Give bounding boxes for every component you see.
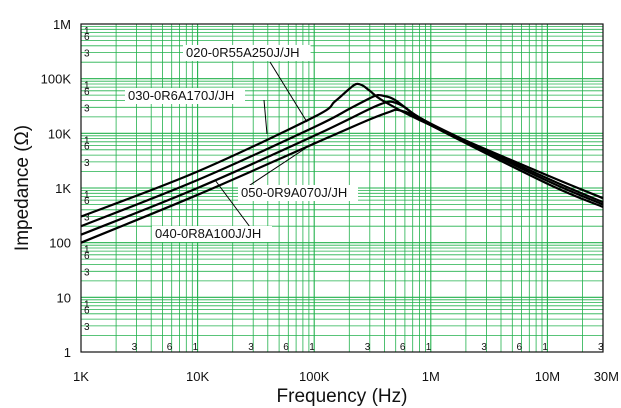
y-minor-label: 3 (84, 213, 90, 224)
grid (81, 24, 604, 352)
series-lines (80, 82, 604, 244)
x-tick-label: 10K (186, 369, 209, 384)
y-minor-label: 1 (84, 299, 90, 310)
y-tick-label: 100 (49, 236, 71, 251)
leader-line (269, 61, 308, 123)
x-minor-label: 6 (400, 342, 406, 353)
x-minor-label: 3 (248, 342, 254, 353)
y-tick-label: 100K (41, 72, 72, 87)
series-callout: 030-0R6A170J/JH (125, 88, 268, 135)
leader-line (237, 141, 316, 194)
y-tick-label: 1 (64, 345, 71, 360)
x-tick-labels: 1K 10K 100K 1M 10M 30M (73, 369, 619, 384)
x-minor-label: 1 (193, 342, 199, 353)
series-line (80, 100, 604, 236)
y-minor-label: 6 (84, 32, 90, 43)
series-callouts: 020-0R55A250J/JH 030-0R6A170J/JH 050-0R9A0… (125, 45, 358, 242)
y-minor-label: 3 (84, 103, 90, 114)
series-callout: 020-0R55A250J/JH (183, 45, 311, 123)
plot-frame (80, 23, 604, 353)
y-minor-label: 6 (84, 196, 90, 207)
callout-background (125, 88, 245, 104)
series-label: 030-0R6A170J/JH (128, 88, 234, 103)
x-axis-title: Frequency (Hz) (277, 386, 408, 407)
callout-background (238, 185, 358, 201)
x-tick-label: 1K (73, 369, 89, 384)
y-tick-label: 10 (57, 290, 71, 305)
y-minor-label: 1 (84, 245, 90, 256)
x-minor-label: 6 (283, 342, 289, 353)
y-axis-title: Impedance (Ω) (12, 125, 33, 251)
y-minor-label: 3 (84, 158, 90, 169)
y-minor-label: 1 (84, 81, 90, 92)
leader-line (214, 179, 251, 228)
x-tick-label: 100K (299, 369, 330, 384)
y-minor-label: 6 (84, 251, 90, 262)
x-minor-label: 6 (167, 342, 173, 353)
y-minor-label: 6 (84, 306, 90, 317)
y-minor-label: 3 (84, 267, 90, 278)
y-minor-label: 6 (84, 87, 90, 98)
x-tick-label: 10M (535, 369, 560, 384)
x-minor-label: 3 (481, 342, 487, 353)
x-minor-label: 1 (426, 342, 432, 353)
y-minor-label: 1 (84, 190, 90, 201)
x-minor-label: 3 (365, 342, 371, 353)
series-line (80, 108, 604, 244)
series-callout: 040-0R8A100J/JH (152, 179, 272, 242)
series-label: 050-0R9A070J/JH (241, 185, 347, 200)
y-tick-labels: 1 10 100 1K 10K 100K 1M (41, 17, 72, 360)
y-minor-label: 3 (84, 49, 90, 60)
x-minor-label: 3 (132, 342, 138, 353)
x-minor-label: 1 (542, 342, 548, 353)
y-tick-label: 1M (53, 17, 71, 32)
series-callout: 050-0R9A070J/JH (237, 141, 358, 201)
x-minor-label: 6 (517, 342, 523, 353)
y-minor-label: 6 (84, 142, 90, 153)
y-minor-label: 1 (84, 26, 90, 37)
callout-background (152, 226, 272, 242)
y-tick-label: 10K (48, 126, 71, 141)
callout-background (183, 45, 311, 61)
x-tick-label: 1M (422, 369, 440, 384)
x-minor-label: 1 (309, 342, 315, 353)
leader-line (263, 99, 268, 135)
y-minor-label: 3 (84, 322, 90, 333)
series-label: 040-0R8A100J/JH (155, 226, 261, 241)
y-tick-label: 1K (55, 181, 71, 196)
x-minor-label: 3 (598, 342, 604, 353)
x-tick-label: 30M (594, 369, 619, 384)
series-label: 020-0R55A250J/JH (186, 45, 299, 60)
y-minor-label: 1 (84, 135, 90, 146)
